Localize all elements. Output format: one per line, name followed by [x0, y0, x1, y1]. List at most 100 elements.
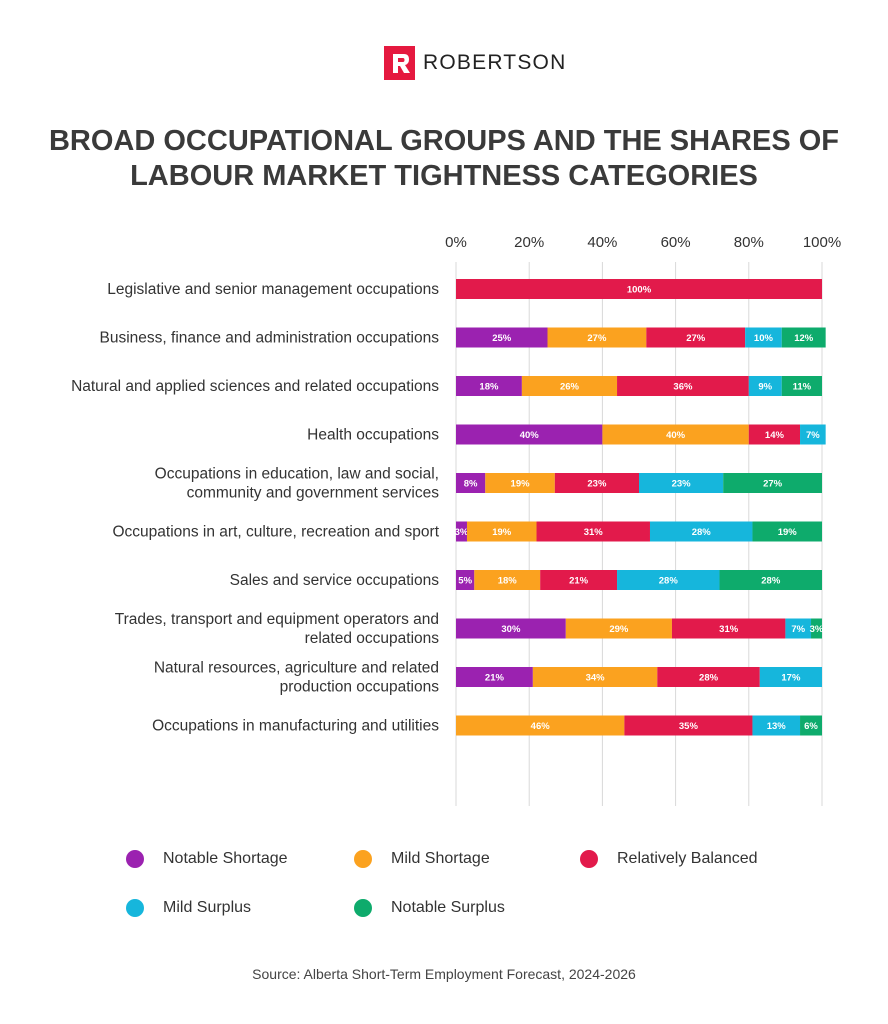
data-label: 31% — [584, 527, 604, 538]
category-label: community and government services — [187, 485, 440, 502]
bar-segment — [456, 521, 467, 542]
bar-segment — [536, 521, 650, 542]
legend-label: Mild Shortage — [391, 850, 490, 867]
bar-segment — [456, 473, 486, 493]
data-label: 19% — [492, 527, 512, 538]
x-tick-label: 0% — [445, 234, 467, 251]
bar-segment — [565, 618, 672, 639]
data-label: 28% — [692, 527, 712, 538]
robertson-logo-icon — [384, 46, 415, 80]
bar-segment — [646, 327, 746, 348]
data-label: 8% — [464, 479, 478, 490]
bar-segment — [719, 570, 822, 590]
legend-item-mild-shortage: Mild Shortage — [354, 850, 490, 868]
data-label: 28% — [761, 576, 781, 587]
x-tick-label: 80% — [734, 234, 764, 251]
data-label: 18% — [479, 382, 499, 393]
bar-segment — [639, 473, 724, 493]
data-label: 11% — [793, 382, 812, 393]
data-label: 40% — [520, 430, 540, 441]
data-label: 6% — [804, 721, 818, 732]
data-label: 10% — [754, 333, 774, 344]
legend-item-notable-shortage: Notable Shortage — [126, 850, 288, 868]
data-label: 23% — [587, 479, 607, 490]
legend-item-relatively-balanced: Relatively Balanced — [580, 850, 758, 868]
data-label: 100% — [627, 285, 652, 296]
bar-segment — [532, 667, 658, 687]
category-label: production occupations — [280, 679, 440, 696]
data-label: 19% — [511, 479, 531, 490]
bar-segment — [456, 376, 522, 396]
bar-segment — [456, 424, 603, 445]
bar-segment — [617, 570, 720, 590]
data-label: 27% — [686, 333, 706, 344]
data-label: 28% — [659, 576, 679, 587]
bar-segment — [781, 327, 826, 348]
bar-segment — [723, 473, 822, 493]
bar-segment — [752, 521, 822, 542]
category-label: Sales and service occupations — [230, 572, 440, 589]
x-tick-label: 20% — [514, 234, 544, 251]
legend-swatch — [126, 850, 144, 868]
category-label: Legislative and senior management occupa… — [107, 281, 439, 298]
data-label: 34% — [586, 673, 606, 684]
bar-segment — [456, 570, 475, 590]
bar-segment — [624, 715, 753, 736]
data-label: 13% — [767, 721, 787, 732]
bar-segment — [485, 473, 555, 493]
bar-segment — [547, 327, 647, 348]
data-label: 3% — [810, 624, 824, 635]
data-label: 40% — [666, 430, 686, 441]
x-tick-label: 100% — [803, 234, 841, 251]
data-label: 46% — [531, 721, 551, 732]
data-label: 31% — [719, 624, 739, 635]
legend-item-mild-surplus: Mild Surplus — [126, 899, 251, 917]
brand-name: ROBERTSON — [423, 51, 567, 74]
bar-segment — [745, 327, 782, 348]
bar-segment — [456, 618, 566, 639]
legend-label: Relatively Balanced — [617, 850, 758, 867]
category-label: Occupations in manufacturing and utiliti… — [152, 718, 439, 735]
bar-segment — [657, 667, 760, 687]
bar-segment — [785, 618, 812, 639]
data-label: 5% — [458, 576, 472, 587]
bar-segment — [456, 327, 548, 348]
data-label: 23% — [672, 479, 692, 490]
data-label: 35% — [679, 721, 699, 732]
bar-segment — [811, 618, 822, 639]
data-label: 9% — [758, 382, 772, 393]
title-line-2: LABOUR MARKET TIGHTNESS CATEGORIES — [130, 160, 758, 192]
data-label: 36% — [673, 382, 693, 393]
bar-segment — [540, 570, 618, 590]
data-label: 14% — [765, 430, 785, 441]
data-label: 30% — [501, 624, 521, 635]
category-label: Occupations in education, law and social… — [155, 466, 439, 483]
data-label: 25% — [492, 333, 512, 344]
data-label: 27% — [587, 333, 607, 344]
legend-item-notable-surplus: Notable Surplus — [354, 899, 505, 917]
data-label: 12% — [794, 333, 814, 344]
data-label: 7% — [791, 624, 805, 635]
bar-segment — [466, 521, 537, 542]
bar-segment — [456, 279, 822, 299]
data-label: 27% — [763, 479, 783, 490]
data-label: 3% — [455, 527, 469, 538]
source-note: Source: Alberta Short-Term Employment Fo… — [252, 966, 636, 982]
category-label: Health occupations — [307, 427, 439, 444]
chart-title: BROAD OCCUPATIONAL GROUPS AND THE SHARES… — [0, 124, 888, 194]
bar-segment — [602, 424, 749, 445]
legend-swatch — [580, 850, 598, 868]
bar-segment — [781, 376, 822, 396]
bar-segment — [671, 618, 786, 639]
category-label: Natural resources, agriculture and relat… — [154, 660, 439, 677]
bar-segment — [759, 667, 822, 687]
x-tick-label: 60% — [661, 234, 691, 251]
data-label: 28% — [699, 673, 719, 684]
legend-label: Mild Surplus — [163, 899, 252, 916]
data-label: 21% — [485, 673, 505, 684]
data-label: 18% — [498, 576, 518, 587]
legend-swatch — [354, 899, 372, 917]
category-label: Occupations in art, culture, recreation … — [112, 524, 439, 541]
data-label: 17% — [781, 673, 801, 684]
x-tick-label: 40% — [587, 234, 617, 251]
